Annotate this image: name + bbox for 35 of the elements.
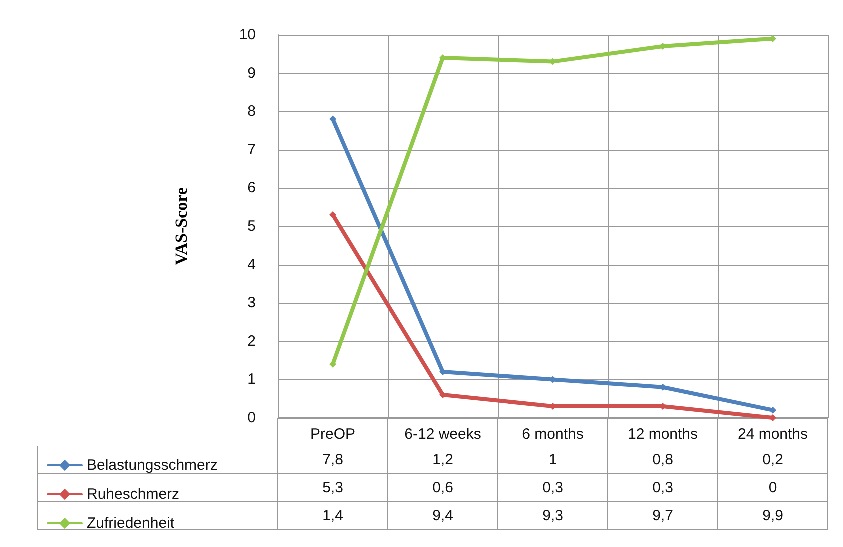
data-label: 0,2 [762, 452, 784, 468]
x-tick-label: 12 months [628, 426, 698, 443]
y-tick-label: 6 [248, 180, 256, 197]
legend-label: Ruheschmerz [87, 486, 180, 503]
data-label: 9,7 [652, 508, 674, 524]
data-label: 7,8 [322, 452, 344, 468]
y-tick-label: 8 [248, 103, 256, 120]
data-label: 0,8 [652, 452, 674, 468]
x-tick-label: 6-12 weeks [404, 426, 482, 443]
data-label: 0,3 [652, 480, 674, 496]
y-tick-label: 3 [248, 294, 256, 312]
x-tick-label: PreOP [310, 426, 356, 443]
legend-label: Zufriedenheit [87, 515, 176, 532]
y-tick-label: 1 [248, 371, 256, 388]
data-label: 1,2 [432, 452, 454, 468]
y-axis-title: VAS-Score [172, 187, 191, 266]
data-label: 9,4 [432, 508, 454, 524]
y-tick-label: 10 [239, 26, 256, 44]
y-tick-label: 4 [248, 256, 256, 274]
data-label: 0 [768, 480, 778, 496]
y-tick-label: 2 [248, 332, 256, 350]
x-tick-label: 6 months [522, 426, 584, 443]
y-tick-label: 0 [248, 410, 256, 426]
y-tick-label: 7 [248, 141, 256, 158]
x-tick-label: 24 months [738, 426, 808, 443]
data-label: 1 [548, 452, 558, 468]
y-tick-label: 5 [248, 218, 256, 235]
y-tick-label: 9 [248, 64, 256, 82]
data-label: 0,3 [542, 480, 564, 496]
data-label: 0,6 [432, 480, 454, 496]
data-label: 1,4 [322, 508, 344, 524]
data-label: 9,3 [542, 508, 564, 524]
legend-label: Belastungsschmerz [87, 457, 218, 474]
data-label: 5,3 [322, 480, 344, 496]
data-label: 9,9 [762, 508, 784, 524]
